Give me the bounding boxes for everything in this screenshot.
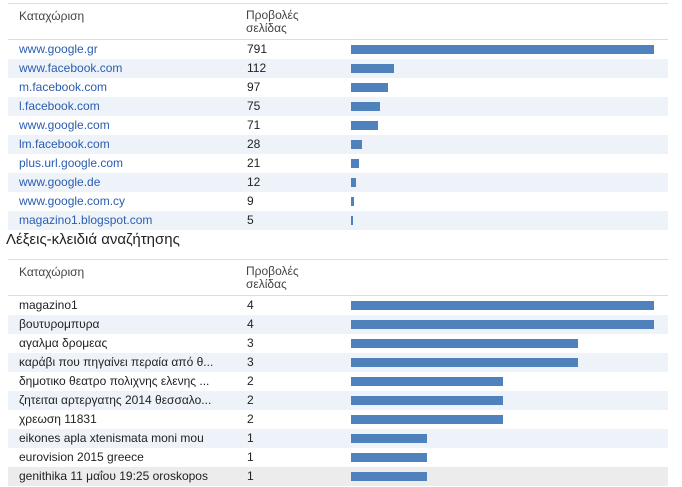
table-row: genithika 11 μαΐου 19:25 oroskopos 1	[8, 467, 668, 486]
section-title: Λέξεις-κλειδιά αναζήτησης	[6, 231, 180, 248]
table-row: m.facebook.com 97	[8, 78, 668, 97]
table-row: www.facebook.com 112	[8, 59, 668, 78]
table-row: βουτυρομπυρα 4	[8, 315, 668, 334]
view-count: 12	[247, 175, 261, 189]
referrer-link[interactable]: www.google.com.cy	[19, 194, 126, 208]
table-row: eikones apla xtenismata moni mou 1	[8, 429, 668, 448]
table-row: l.facebook.com 75	[8, 97, 668, 116]
referrer-link[interactable]: lm.facebook.com	[19, 137, 110, 151]
keyword: καράβι που πηγαίνει περαία από θ...	[19, 355, 214, 369]
view-count: 1	[247, 469, 254, 483]
bar	[351, 415, 503, 424]
bar	[351, 45, 654, 54]
view-count: 1	[247, 450, 254, 464]
table-row: eurovision 2015 greece 1	[8, 448, 668, 467]
bar	[351, 339, 579, 348]
table-row: magazino1.blogspot.com 5	[8, 211, 668, 230]
view-count: 71	[247, 118, 261, 132]
table-row: www.google.com.cy 9	[8, 192, 668, 211]
view-count: 97	[247, 80, 261, 94]
view-count: 21	[247, 156, 261, 170]
bar	[351, 301, 654, 310]
bar	[351, 358, 579, 367]
view-count: 3	[247, 336, 254, 350]
keyword: eikones apla xtenismata moni mou	[19, 431, 204, 445]
bar	[351, 453, 427, 462]
keyword: βουτυρομπυρα	[19, 317, 100, 331]
table-row: ζητειται αρτεργατης 2014 θεσσαλο... 2	[8, 391, 668, 410]
table-row: αγαλμα δρομεας 3	[8, 334, 668, 353]
column-header: Προβολές σελίδας	[246, 264, 299, 291]
bar	[351, 216, 353, 225]
bar	[351, 83, 389, 92]
column-header: Καταχώριση	[19, 265, 85, 279]
view-count: 9	[247, 194, 254, 208]
view-count: 2	[247, 412, 254, 426]
referrer-link[interactable]: www.google.gr	[19, 42, 98, 56]
bar	[351, 178, 356, 187]
referrer-link[interactable]: plus.url.google.com	[19, 156, 124, 170]
bar	[351, 377, 503, 386]
keyword: genithika 11 μαΐου 19:25 oroskopos	[19, 469, 208, 483]
keywords-table: Καταχώριση Προβολές σελίδας magazino1 4 βουτ…	[8, 259, 668, 486]
view-count: 4	[247, 317, 254, 331]
view-count: 112	[247, 61, 267, 75]
view-count: 1	[247, 431, 254, 445]
column-header: Καταχώριση	[19, 9, 85, 23]
referrer-link[interactable]: www.google.de	[19, 175, 101, 189]
table-row: lm.facebook.com 28	[8, 135, 668, 154]
table-row: plus.url.google.com 21	[8, 154, 668, 173]
column-header: Προβολές σελίδας	[246, 8, 299, 35]
table-row: δημοτικο θεατρο πολιχνης ελενης ... 2	[8, 372, 668, 391]
table-header: Καταχώριση Προβολές σελίδας	[8, 3, 668, 40]
table-row: magazino1 4	[8, 296, 668, 315]
view-count: 2	[247, 374, 254, 388]
bar	[351, 472, 427, 481]
bar	[351, 64, 394, 73]
bar	[351, 102, 380, 111]
table-row: www.google.de 12	[8, 173, 668, 192]
view-count: 5	[247, 213, 254, 227]
table-row: χρεωση 11831 2	[8, 410, 668, 429]
table-header: Καταχώριση Προβολές σελίδας	[8, 259, 668, 296]
referrer-link[interactable]: m.facebook.com	[19, 80, 108, 94]
view-count: 75	[247, 99, 261, 113]
referrers-table: Καταχώριση Προβολές σελίδας www.google.gr 7…	[8, 3, 668, 230]
bar	[351, 320, 654, 329]
view-count: 2	[247, 393, 254, 407]
keyword: δημοτικο θεατρο πολιχνης ελενης ...	[19, 374, 210, 388]
keyword: χρεωση 11831	[19, 412, 97, 426]
table-row: καράβι που πηγαίνει περαία από θ... 3	[8, 353, 668, 372]
referrer-link[interactable]: magazino1.blogspot.com	[19, 213, 153, 227]
keyword: magazino1	[19, 298, 78, 312]
referrer-link[interactable]: l.facebook.com	[19, 99, 100, 113]
view-count: 3	[247, 355, 254, 369]
bar	[351, 396, 503, 405]
table-row: www.google.gr 791	[8, 40, 668, 59]
view-count: 4	[247, 298, 254, 312]
keyword: eurovision 2015 greece	[19, 450, 144, 464]
keyword: αγαλμα δρομεας	[19, 336, 108, 350]
view-count: 791	[247, 42, 268, 56]
bar	[351, 140, 362, 149]
bar	[351, 434, 427, 443]
bar	[351, 121, 379, 130]
table-row: www.google.com 71	[8, 116, 668, 135]
referrer-link[interactable]: www.facebook.com	[19, 61, 123, 75]
keyword: ζητειται αρτεργατης 2014 θεσσαλο...	[19, 393, 212, 407]
view-count: 28	[247, 137, 261, 151]
bar	[351, 159, 360, 168]
referrer-link[interactable]: www.google.com	[19, 118, 110, 132]
bar	[351, 197, 355, 206]
